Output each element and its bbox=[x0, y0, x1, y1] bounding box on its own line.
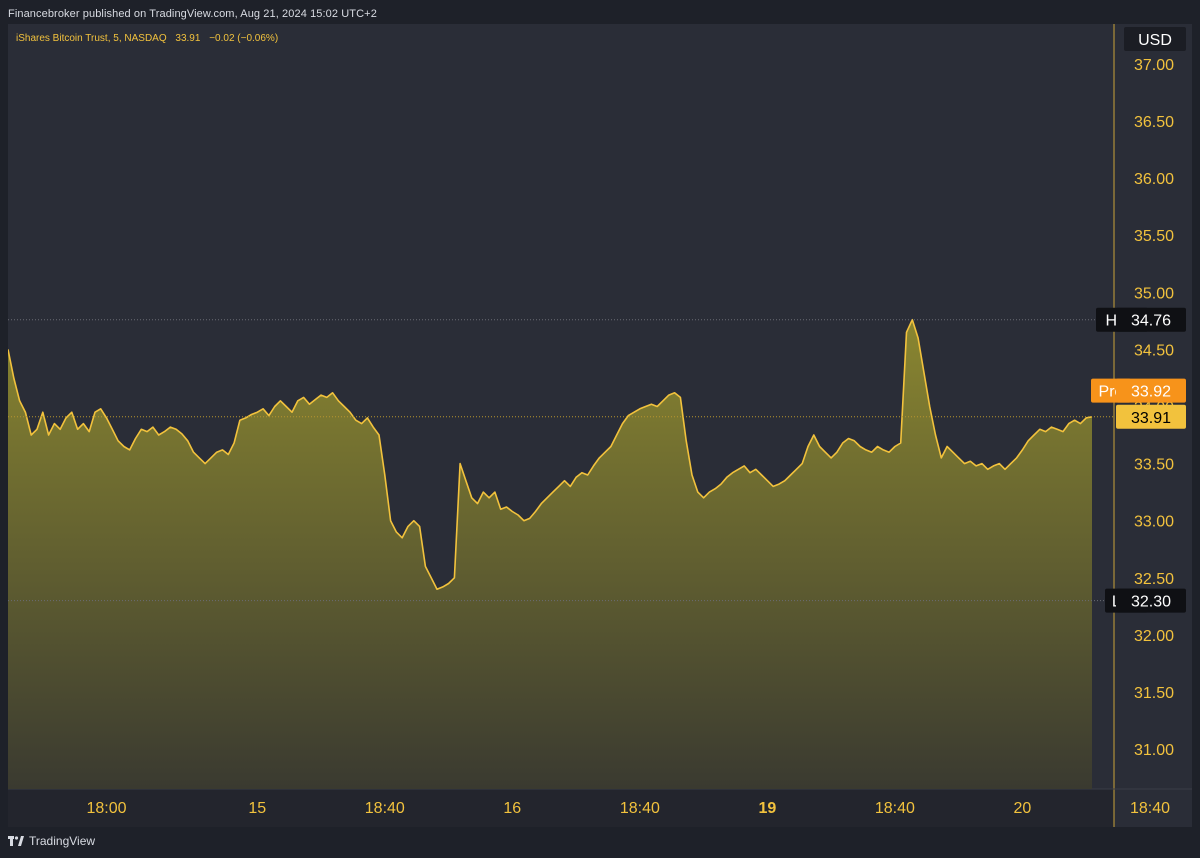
low-badge: Low32.30 bbox=[1105, 588, 1186, 613]
y-tick-label: 32.00 bbox=[1134, 628, 1174, 645]
x-tick-label: 18:40 bbox=[1130, 800, 1170, 817]
x-tick-label: 20 bbox=[1014, 800, 1032, 817]
y-tick-label: 35.50 bbox=[1134, 228, 1174, 245]
publisher-line: Financebroker published on TradingView.c… bbox=[8, 8, 377, 20]
y-tick-label: 36.00 bbox=[1134, 171, 1174, 188]
pre-value: 33.92 bbox=[1131, 384, 1171, 401]
x-tick-label: 18:40 bbox=[875, 800, 915, 817]
footer-brand-text: TradingView bbox=[29, 834, 96, 848]
y-tick-label: 34.50 bbox=[1134, 342, 1174, 359]
currency-label[interactable]: USD bbox=[1124, 27, 1186, 51]
y-tick-label: 31.00 bbox=[1134, 742, 1174, 759]
x-tick-label: 16 bbox=[503, 800, 521, 817]
y-tick-label: 32.50 bbox=[1134, 571, 1174, 588]
y-tick-label: 33.50 bbox=[1134, 457, 1174, 474]
symbol-legend[interactable]: iShares Bitcoin Trust, 5, NASDAQ 33.91 −… bbox=[16, 33, 284, 44]
x-tick-label: 18:40 bbox=[620, 800, 660, 817]
y-tick-label: 37.00 bbox=[1134, 57, 1174, 74]
x-tick-label: 18:00 bbox=[86, 800, 126, 817]
last-price: 33.91 bbox=[175, 33, 201, 44]
high-badge: High34.76 bbox=[1096, 307, 1186, 332]
x-tick-label: 18:40 bbox=[365, 800, 405, 817]
price-area-fill bbox=[8, 319, 1092, 789]
price-line bbox=[8, 318, 1093, 590]
footer-brand: TradingView bbox=[8, 834, 95, 848]
y-tick-label: 36.50 bbox=[1134, 114, 1174, 131]
price-area bbox=[8, 318, 1093, 789]
pre-market-badge: Pre 33.92 bbox=[1091, 378, 1186, 403]
price-change: −0.02 (−0.06%) bbox=[209, 33, 279, 44]
y-tick-label: 33.00 bbox=[1134, 514, 1174, 531]
last-value: 33.91 bbox=[1131, 410, 1171, 427]
high-value-bg bbox=[1116, 307, 1186, 332]
high-value: 34.76 bbox=[1131, 313, 1171, 330]
tradingview-logo-icon bbox=[8, 836, 24, 846]
currency-text: USD bbox=[1138, 32, 1172, 49]
low-value-bg bbox=[1116, 588, 1186, 613]
y-tick-label: 31.50 bbox=[1134, 685, 1174, 702]
symbol-name: iShares Bitcoin Trust, 5, NASDAQ bbox=[16, 33, 167, 44]
last-price-badge: 33.91 bbox=[1116, 404, 1186, 429]
y-tick-label: 35.00 bbox=[1134, 285, 1174, 302]
pre-value-bg bbox=[1116, 378, 1186, 403]
low-value: 32.30 bbox=[1131, 594, 1171, 611]
last-value-bg bbox=[1116, 404, 1186, 429]
price-chart[interactable]: 37.0036.5036.0035.5035.0034.5034.0033.50… bbox=[8, 24, 1192, 827]
time-scale[interactable] bbox=[8, 789, 1192, 827]
x-tick-label: 15 bbox=[248, 800, 266, 817]
x-tick-label: 19 bbox=[759, 800, 777, 817]
